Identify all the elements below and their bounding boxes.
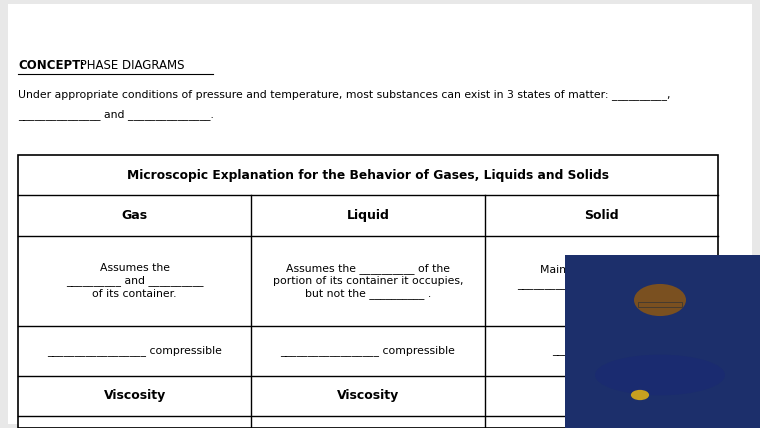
Text: Gas: Gas — [122, 209, 147, 222]
Bar — [18, 155, 718, 428]
Text: Solid: Solid — [584, 209, 619, 222]
Text: __________ and __________: __________ and __________ — [66, 276, 204, 286]
Text: CONCEPT:: CONCEPT: — [18, 59, 84, 72]
Text: Viscosity: Viscosity — [103, 389, 166, 402]
Text: Under appropriate conditions of pressure and temperature, most substances can ex: Under appropriate conditions of pressure… — [18, 89, 670, 100]
Text: __________________: __________________ — [552, 346, 651, 356]
Text: but not the __________ .: but not the __________ . — [305, 288, 431, 299]
Text: Liquid: Liquid — [347, 209, 389, 222]
Text: Maintains a fixed: Maintains a fixed — [540, 265, 632, 275]
Ellipse shape — [634, 284, 686, 316]
Text: of its container.: of its container. — [93, 289, 177, 299]
Text: _______________ and _______________.: _______________ and _______________. — [18, 109, 214, 120]
Text: portion of its container it occupies,: portion of its container it occupies, — [273, 276, 464, 286]
Text: Assumes the: Assumes the — [100, 263, 169, 273]
Text: PHASE DIAGRAMS: PHASE DIAGRAMS — [76, 59, 185, 72]
Text: __________ and __________: __________ and __________ — [518, 278, 655, 288]
Circle shape — [631, 390, 649, 400]
Text: Microscopic Explanation for the Behavior of Gases, Liquids and Solids: Microscopic Explanation for the Behavior… — [127, 169, 609, 181]
Ellipse shape — [595, 355, 725, 395]
Text: Assumes the __________ of the: Assumes the __________ of the — [286, 263, 450, 273]
Bar — [638, 302, 682, 307]
Text: Viscosity: Viscosity — [337, 389, 399, 402]
Text: __________________ compressible: __________________ compressible — [47, 345, 222, 357]
Bar — [565, 255, 760, 428]
Text: __________________ compressible: __________________ compressible — [280, 345, 455, 357]
